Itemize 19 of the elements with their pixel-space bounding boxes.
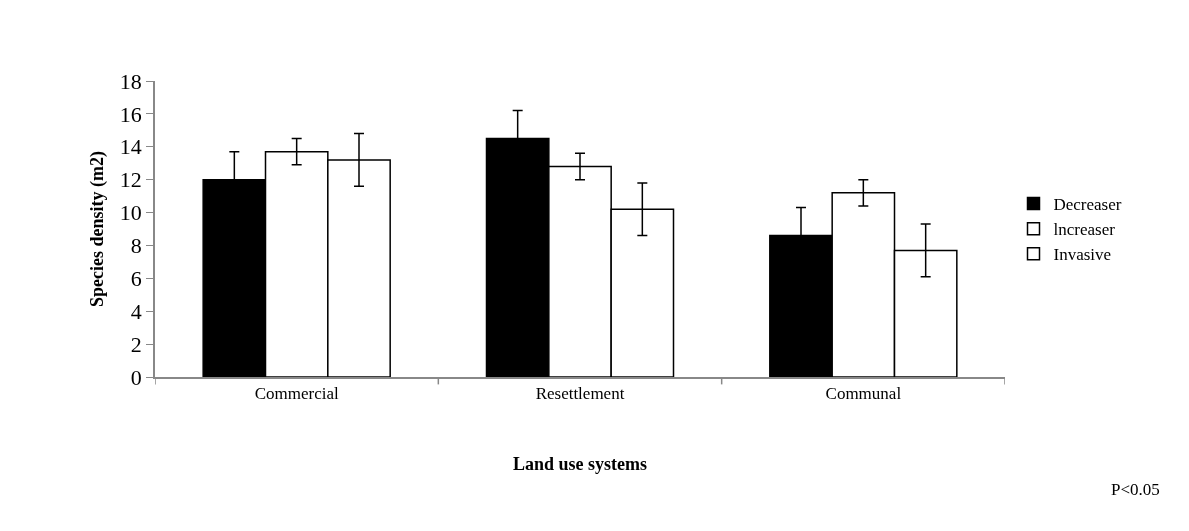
y-tick-label: 10 [119, 200, 142, 226]
y-tick-label: 8 [130, 233, 142, 259]
y-tick-label: 0 [130, 364, 142, 390]
x-tick-label: Resettlement [535, 384, 625, 404]
y-tick-label: 4 [130, 298, 142, 324]
legend-label: Decreaser [1053, 195, 1122, 215]
x-tick-label: Commercial [254, 384, 339, 404]
x-tick-label: Communal [825, 384, 902, 404]
y-tick-label: 6 [130, 266, 142, 292]
x-axis-title: Land use systems [512, 453, 648, 474]
y-tick-label: 12 [119, 167, 142, 193]
legend-label: Invasive [1053, 245, 1112, 265]
y-tick-label: 18 [119, 68, 142, 94]
legend-label: lncreaser [1053, 220, 1116, 240]
y-axis-title: Species density (m2) [86, 151, 108, 307]
y-tick-label: 2 [130, 331, 142, 357]
text: P<0.05 [1111, 480, 1160, 499]
y-tick-label: 16 [119, 101, 142, 127]
y-tick-label: 14 [119, 134, 142, 160]
